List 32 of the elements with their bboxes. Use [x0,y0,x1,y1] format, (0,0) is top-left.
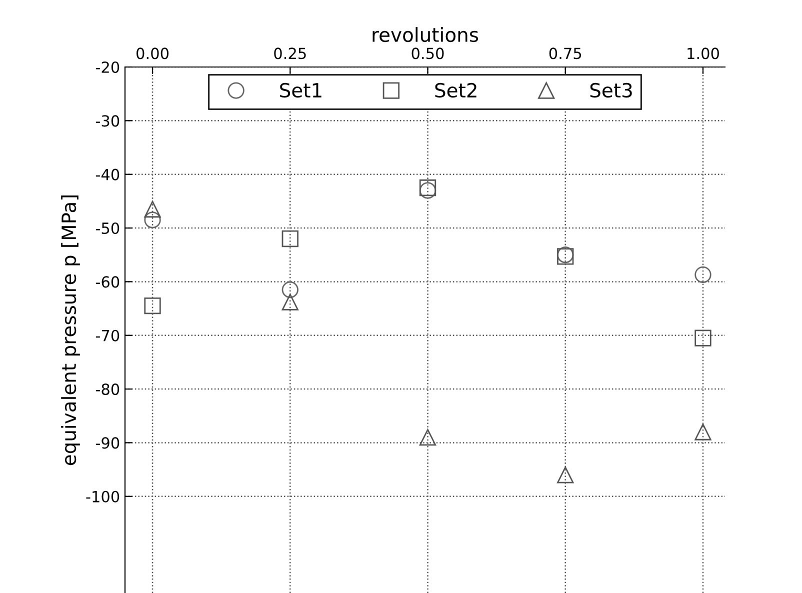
point [419,182,436,199]
legend-label: Set1 [280,82,322,98]
point [282,281,298,298]
x-axis-title: revolutions [372,27,478,42]
y-tick-label: -70 [96,330,120,342]
point [557,466,574,484]
point [144,200,161,218]
y-tick-label: -100 [86,490,120,502]
point [282,294,298,310]
y-tick-label: -80 [96,384,120,396]
x-tick-label: 0.00 [136,48,169,60]
x-tick-label: 0.25 [274,48,306,60]
legend-label: Set2 [435,82,476,98]
legend-label: Set3 [590,82,632,98]
point [144,212,161,228]
y-tick-label: -30 [96,115,120,127]
x-tick-label: 1.00 [688,48,719,60]
point [694,330,712,346]
x-tick-label: 0.50 [412,48,444,60]
point [694,424,712,440]
point [419,179,436,196]
point [144,298,161,314]
y-axis-title: equivalent pressure p [MPa] [61,196,80,466]
y-tick-label: -60 [96,276,120,288]
x-tick-label: 0.75 [549,48,582,60]
y-tick-label: -90 [96,437,120,449]
point [419,429,436,446]
y-tick-label: -50 [96,222,120,234]
point [282,230,298,248]
y-tick-label: -40 [96,168,120,180]
point [694,266,712,284]
y-tick-label: -20 [96,61,120,74]
